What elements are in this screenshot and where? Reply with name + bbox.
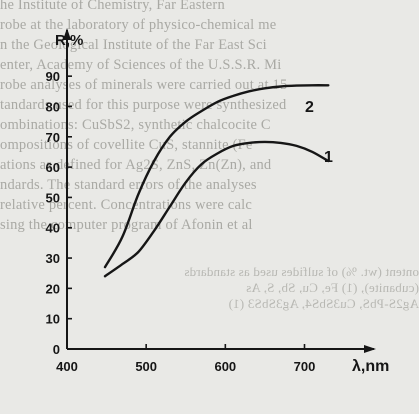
background-text-line: robe analyses of minerals were carried o…	[0, 77, 288, 93]
y-axis-label: R,%	[55, 32, 83, 49]
background-text-line: he Institute of Chemistry, Far Eastern	[0, 0, 225, 13]
background-text-line: ndards. The standard errors of the analy…	[0, 177, 257, 193]
y-tick-label: 80	[46, 99, 60, 114]
curve-label-2: 2	[305, 99, 314, 116]
x-axis-arrow	[364, 345, 376, 353]
y-tick-label: 20	[46, 281, 60, 296]
y-tick-label: 90	[46, 69, 60, 84]
y-tick-label: 60	[46, 160, 60, 175]
y-tick-label: 30	[46, 251, 60, 266]
background-text-line: ompositions of covellite CuS, stannite (…	[0, 137, 253, 153]
background-text-line: tandards used for this purpose were synt…	[0, 97, 287, 113]
y-tick-label: 10	[46, 312, 60, 327]
chart-labels: R,% λ,nm 1 2	[55, 32, 389, 375]
x-axis-label: λ,nm	[352, 358, 389, 375]
y-tick-label: 0	[53, 342, 60, 357]
background-text-line: robe at the laboratory of physico-chemic…	[0, 17, 277, 33]
y-tick-label: 70	[46, 130, 60, 145]
x-tick-label: 500	[135, 359, 157, 374]
x-tick-label: 600	[214, 359, 236, 374]
curve-label-1: 1	[324, 149, 333, 166]
x-tick-label: 700	[294, 359, 316, 374]
background-text-line: relative percent. Concentrations were ca…	[0, 197, 252, 213]
y-tick-label: 50	[46, 190, 60, 205]
x-tick-label: 400	[56, 359, 78, 374]
chart-series	[103, 84, 330, 278]
y-axis-arrow	[63, 28, 71, 40]
chart-ticks: 0 10 20 30 40 50 60 70 80 90 400 500 600 700	[46, 69, 316, 374]
chart-axes	[63, 28, 376, 353]
background-text-line: enter, Academy of Sciences of the U.S.S.…	[0, 57, 282, 73]
y-tick-label: 40	[46, 221, 60, 236]
series-line-1	[103, 140, 330, 278]
series-line-2	[103, 84, 330, 269]
